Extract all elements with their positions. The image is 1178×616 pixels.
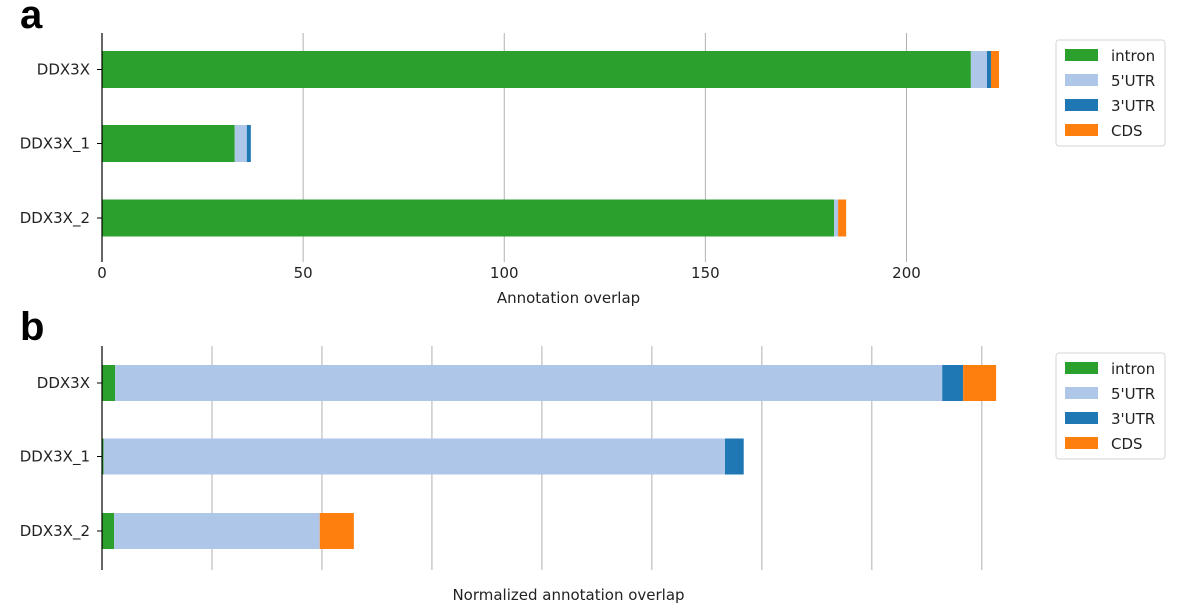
bar-ddx3x_1-3utr [246,125,251,162]
bar-ddx3x-cds [963,365,997,401]
x-tick-label: 200 [892,264,921,282]
bar-ddx3x_2-5utr [114,513,320,549]
panel-a: a DDX3X DDX3X_1 DDX3X_2 0 50 100 150 200 Annotati… [20,0,1166,307]
bar-ddx3x_2-cds [838,199,847,237]
legend-swatch [1065,99,1098,111]
legend-swatch [1065,362,1098,374]
x-tick-label: 50 [294,264,313,282]
bar-ddx3x-intron [102,365,116,401]
bar-ddx3x_1-5utr [234,125,247,162]
bar-ddx3x_2-intron [102,199,835,237]
panel-b: b DDX3X DDX3X_1 DDX3X_2 Normalized annotatio… [20,305,1166,604]
legend-entry: CDS [1111,435,1143,453]
legend-entry: 3'UTR [1111,410,1155,428]
x-tick-label: 0 [97,264,107,282]
bar-ddx3x_1-3utr [725,438,744,475]
legend-frame [1055,39,1166,147]
legend-swatch [1065,49,1098,61]
bar-ddx3x-5utr [115,365,943,401]
bar-ddx3x_2-cds [319,513,354,549]
legend-swatch [1065,124,1098,136]
y-tick-label: DDX3X_2 [20,209,90,228]
bar-ddx3x-cds [990,51,1000,88]
x-axis-label: Normalized annotation overlap [452,586,684,604]
bar-ddx3x_1-intron [102,125,235,162]
x-tick-label: 100 [490,264,519,282]
legend-entry: 5'UTR [1111,72,1155,90]
legend-entry: intron [1111,360,1155,378]
y-tick-label: DDX3X [37,61,90,79]
bar-ddx3x_1-5utr [103,438,726,475]
bar-ddx3x_2-5utr [834,199,839,237]
panel-letter: a [20,0,43,37]
legend-entry: 3'UTR [1111,97,1155,115]
legend-swatch [1065,437,1098,449]
bar-ddx3x_1-intron [102,438,104,475]
legend-swatch [1065,412,1098,424]
legend-frame [1055,352,1166,460]
y-tick-label: DDX3X_1 [20,135,90,154]
legend-entry: 5'UTR [1111,385,1155,403]
legend: intron 5'UTR 3'UTR CDS [1055,39,1166,147]
panel-letter: b [20,305,44,349]
bar-ddx3x-5utr [970,51,987,88]
legend-entry: CDS [1111,122,1143,140]
x-axis-label: Annotation overlap [497,289,640,307]
y-tick-label: DDX3X_2 [20,522,90,541]
legend-swatch [1065,387,1098,399]
x-tick-label: 150 [691,264,720,282]
y-tick-label: DDX3X [37,374,90,392]
legend: intron 5'UTR 3'UTR CDS [1055,352,1166,460]
bar-ddx3x-3utr [942,365,964,401]
y-tick-label: DDX3X_1 [20,448,90,467]
bar-ddx3x-intron [102,51,971,88]
bar-ddx3x-3utr [986,51,991,88]
legend-swatch [1065,74,1098,86]
legend-entry: intron [1111,47,1155,65]
bar-ddx3x_2-intron [102,513,115,549]
